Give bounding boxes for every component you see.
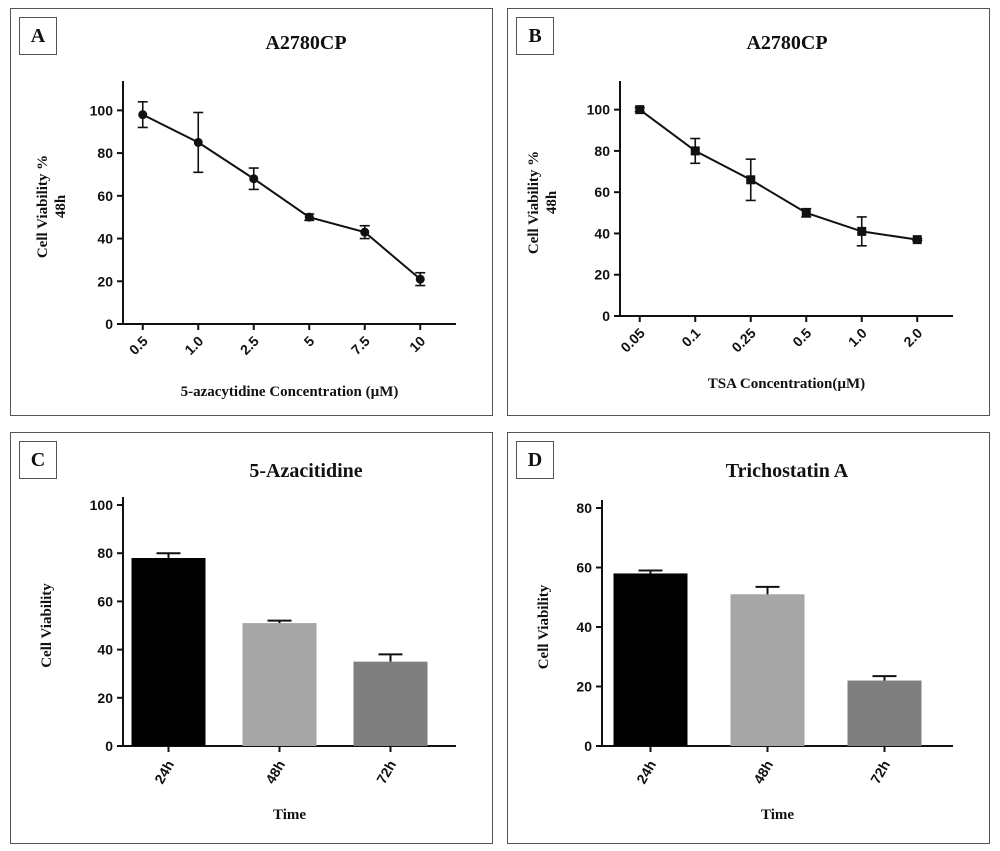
- chart-c-x-tick-label: 24h: [151, 758, 177, 787]
- chart-c-title: 5-Azacitidine: [249, 460, 362, 482]
- chart-b-data-point: [801, 208, 811, 218]
- chart-d-y-tick-label: 20: [576, 679, 592, 695]
- chart-c-y-tick-label: 60: [97, 593, 113, 609]
- panel-a: A A2780CP 0 20 40 60 80 100 Cell Viability % 48h…: [10, 8, 493, 416]
- chart-b-data-point: [635, 105, 645, 115]
- chart-b-series-line: [639, 108, 918, 241]
- chart-c: 5-Azacitidine 0 20 40 60 80 100 Cell Viability T…: [39, 460, 456, 823]
- panel-label-a: A: [19, 17, 57, 55]
- chart-a-x-tick-label: 7.5: [348, 333, 373, 358]
- chart-a-title: A2780CP: [265, 32, 346, 54]
- panel-label-b: B: [516, 17, 554, 55]
- chart-d: Trichostatin A 0 20 40 60 80 Cell Viability Tim…: [536, 460, 953, 823]
- chart-d-x-tick-label: 24h: [633, 758, 659, 787]
- chart-a-data-point: [138, 110, 148, 120]
- chart-b-data-point: [912, 235, 922, 245]
- chart-d-title: Trichostatin A: [726, 460, 849, 482]
- chart-a-data-point: [193, 137, 203, 147]
- chart-b-y-tick-label: 80: [594, 143, 610, 159]
- chart-a-data-point: [304, 212, 314, 222]
- chart-d-bar: [847, 680, 922, 746]
- chart-a-y-tick-label: 40: [97, 231, 113, 247]
- chart-d-x-tick-label: 72h: [867, 758, 893, 787]
- chart-d-x-tick-label: 48h: [750, 758, 776, 787]
- chart-b-y-tick-label: 60: [594, 184, 610, 200]
- chart-a-y-tick-label: 60: [97, 188, 113, 204]
- chart-d-x-label: Time: [761, 807, 794, 823]
- chart-b-x-tick-label: 2.0: [900, 325, 925, 350]
- chart-b-x-tick-label: 0.1: [678, 325, 703, 350]
- chart-a-y-tick-label: 80: [97, 145, 113, 161]
- chart-a-x-tick-label: 0.5: [126, 333, 151, 358]
- chart-c-x-tick-label: 72h: [373, 758, 399, 787]
- chart-a-x-tick-label: 5: [301, 333, 318, 350]
- chart-a-y-tick-label: 100: [90, 102, 114, 118]
- chart-c-y-tick-label: 40: [97, 642, 113, 658]
- chart-b-data-point: [690, 146, 700, 156]
- chart-a-x-tick-label: 1.0: [181, 333, 206, 358]
- chart-d-y-tick-label: 60: [576, 560, 592, 576]
- chart-d-bar: [613, 573, 688, 746]
- chart-b-data-point: [746, 175, 756, 185]
- chart-a-data-point: [249, 174, 259, 184]
- chart-a-x-tick-label: 10: [406, 333, 428, 355]
- chart-b-x-label: TSA Concentration(µM): [708, 376, 865, 392]
- chart-b-y-label-line: Cell Viability %: [526, 151, 542, 254]
- chart-c-bar: [242, 623, 317, 746]
- chart-c-y-tick-label: 0: [105, 738, 113, 754]
- chart-a-y-label-line: Cell Viability %: [35, 155, 51, 258]
- chart-d-y-tick-label: 80: [576, 500, 592, 516]
- chart-b-x-tick-label: 0.05: [617, 325, 648, 356]
- chart-b-y-tick-label: 20: [594, 267, 610, 283]
- chart-a-x-tick-label: 2.5: [237, 333, 262, 358]
- chart-a-data-point: [360, 227, 370, 237]
- panel-d: D Trichostatin A 0 20 40 60 80 Cell Viability T…: [507, 432, 990, 844]
- chart-b-y-tick-label: 40: [594, 225, 610, 241]
- chart-b-data-point: [857, 226, 867, 236]
- chart-a-y-tick-label: 0: [105, 316, 113, 332]
- chart-b: A2780CP 0 20 40 60 80 100 Cell Viability % 48h TS…: [526, 32, 953, 392]
- chart-d-y-tick-label: 40: [576, 619, 592, 635]
- chart-b-y-tick-label: 100: [587, 102, 611, 118]
- chart-c-y-label-line: Cell Viability: [39, 583, 55, 668]
- panel-b: B A2780CP 0 20 40 60 80 100 Cell Viability % 48h…: [507, 8, 990, 416]
- chart-c-x-label: Time: [273, 807, 306, 823]
- panel-label-d: D: [516, 441, 554, 479]
- chart-a-x-label: 5-azacytidine Concentration (µM): [181, 384, 399, 400]
- chart-c-y-tick-label: 100: [90, 497, 114, 513]
- chart-b-x-tick-label: 1.0: [845, 325, 870, 350]
- chart-c-y-tick-label: 20: [97, 690, 113, 706]
- panel-label-c: C: [19, 441, 57, 479]
- chart-c-bar: [353, 661, 428, 746]
- chart-d-y-label-line: Cell Viability: [536, 584, 552, 669]
- chart-b-x-tick-label: 0.25: [728, 325, 759, 356]
- chart-b-x-tick-label: 0.5: [789, 325, 814, 350]
- chart-c-y-tick-label: 80: [97, 545, 113, 561]
- chart-c-x-tick-label: 48h: [262, 758, 288, 787]
- chart-a: A2780CP 0 20 40 60 80 100 Cell Viability % 48h 5-…: [35, 32, 456, 400]
- chart-a-y-tick-label: 20: [97, 273, 113, 289]
- panel-c: C 5-Azacitidine 0 20 40 60 80 100 Cell Viabilit…: [10, 432, 493, 844]
- chart-b-y-label-line: 48h: [544, 190, 560, 214]
- chart-a-data-point: [415, 274, 425, 284]
- chart-d-bar: [730, 594, 805, 746]
- chart-b-title: A2780CP: [746, 32, 827, 54]
- chart-d-y-tick-label: 0: [584, 738, 592, 754]
- chart-c-bar: [131, 558, 206, 746]
- chart-b-y-tick-label: 0: [602, 308, 610, 324]
- chart-a-y-label-line: 48h: [53, 194, 69, 218]
- chart-a-series-line: [142, 113, 421, 280]
